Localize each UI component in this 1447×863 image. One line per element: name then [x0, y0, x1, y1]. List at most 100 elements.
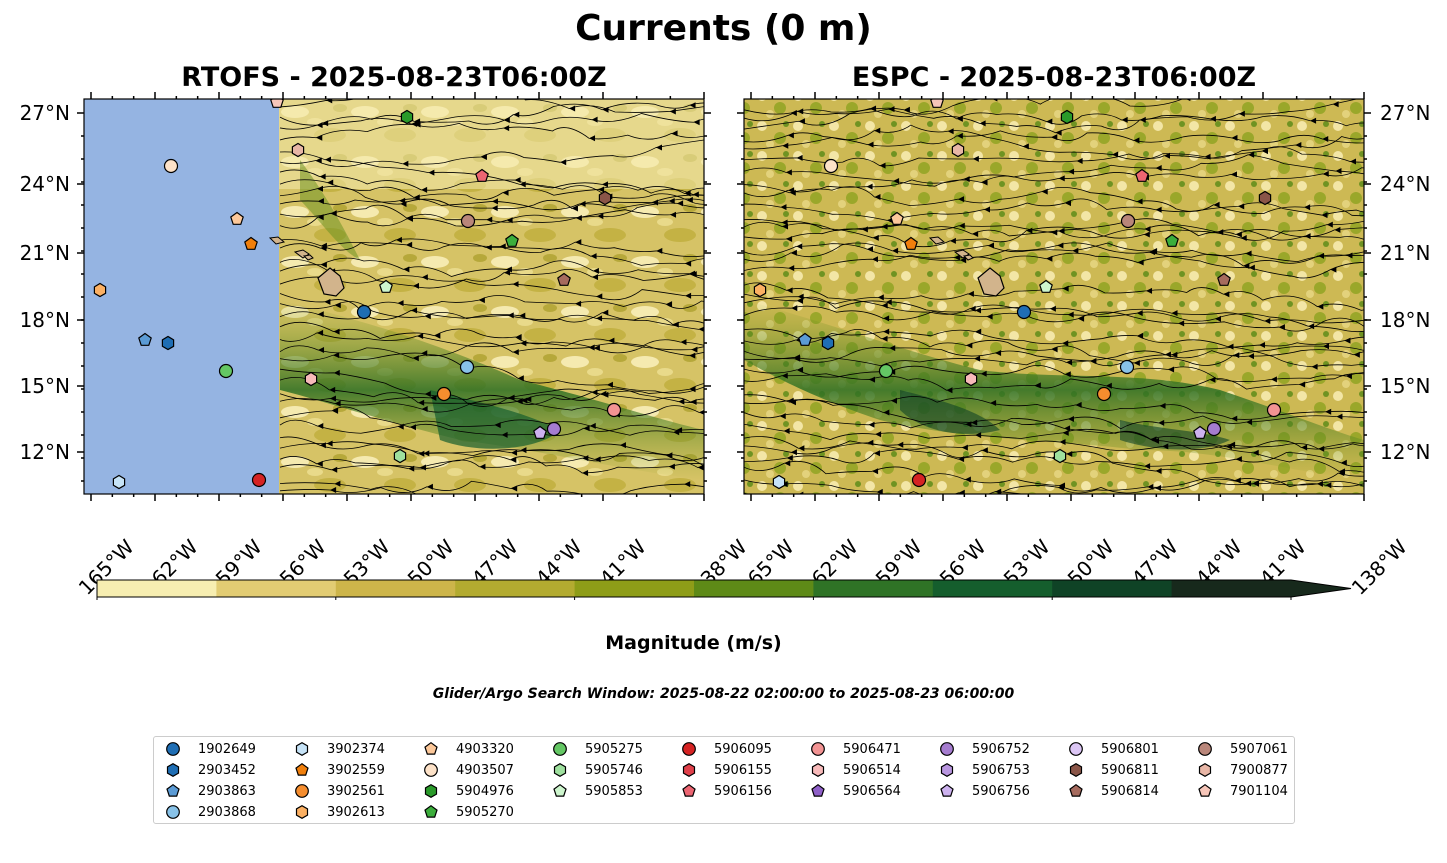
rtofs-panel-title: RTOFS - 2025-08-23T06:00Z [181, 62, 607, 93]
legend-marker [166, 805, 180, 819]
legend-marker [553, 763, 567, 777]
legend-marker-circle-icon [553, 742, 567, 756]
legend-marker [940, 763, 954, 777]
legend-marker [295, 742, 309, 756]
legend-marker [295, 805, 309, 819]
legend-marker [682, 742, 696, 756]
legend-label: 5907061 [1230, 741, 1288, 757]
espc-panel-title: ESPC - 2025-08-23T06:00Z [851, 62, 1257, 93]
legend-item: 5906801 [1067, 739, 1159, 759]
float-marker-3902613 [93, 282, 107, 298]
float-marker-7900877 [291, 142, 305, 158]
legend-marker-hexagon-icon [811, 763, 825, 777]
legend-marker [811, 742, 825, 756]
legend-marker [166, 783, 180, 797]
float-marker-1902649 [1016, 304, 1032, 320]
legend-item: 5906753 [938, 760, 1030, 780]
float-marker-5904976 [1060, 109, 1074, 125]
legend-item: 2903863 [164, 781, 256, 801]
legend-label: 5906752 [972, 741, 1030, 757]
float-marker-5906752 [546, 421, 562, 437]
legend-label: 3902374 [327, 741, 385, 757]
legend-marker-pentagon-icon [424, 804, 438, 818]
legend-item: 3902613 [293, 802, 385, 822]
legend-label: 5905853 [585, 783, 643, 799]
colorbar-segment [1171, 580, 1292, 597]
legend-label: 5906156 [714, 783, 772, 799]
legend-item: 5906811 [1067, 760, 1159, 780]
lat-label-right: 18°N [1380, 308, 1430, 332]
lat-label-right: 15°N [1380, 374, 1430, 398]
legend-label: 2903863 [198, 783, 256, 799]
legend-item: 5906471 [809, 739, 901, 759]
legend-marker [424, 804, 438, 818]
float-marker-3902374 [112, 474, 126, 490]
float-marker-5906095 [251, 472, 267, 488]
float-marker-1902649 [356, 304, 372, 320]
legend-item: 5905746 [551, 760, 643, 780]
legend-label: 5904976 [456, 783, 514, 799]
legend-marker [1069, 783, 1083, 797]
legend-label: 5906095 [714, 741, 772, 757]
float-marker-5906514 [964, 371, 978, 387]
legend-marker [940, 742, 954, 756]
legend-marker-circle-icon [166, 805, 180, 819]
lat-label-right: 12°N [1380, 440, 1430, 464]
float-marker-5907061 [1120, 213, 1136, 229]
float-marker-5905270 [1165, 233, 1179, 247]
float-marker-4903320 [230, 211, 244, 225]
legend-label: 5905746 [585, 762, 643, 778]
legend-item: 1902649 [164, 739, 256, 759]
legend-marker [424, 784, 438, 798]
search-window-text: Glider/Argo Search Window: 2025-08-22 02… [432, 686, 1015, 702]
legend-label: 7900877 [1230, 762, 1288, 778]
float-marker-3902613 [753, 282, 767, 298]
legend-item: 5906514 [809, 760, 901, 780]
legend-marker [1198, 783, 1212, 797]
colorbar-segment [694, 580, 814, 597]
legend-marker [295, 784, 309, 798]
legend-item: 7900877 [1196, 760, 1288, 780]
legend-label: 5905270 [456, 804, 514, 820]
float-marker-5906156 [1135, 168, 1149, 182]
colorbar-segment [932, 580, 1053, 597]
float-marker-2903868 [459, 359, 475, 375]
hawaii-islands-espc [928, 236, 974, 261]
legend-marker-circle-icon [1069, 742, 1083, 756]
legend-item: 5906564 [809, 781, 901, 801]
legend-marker [682, 763, 696, 777]
colorbar-segment [574, 580, 695, 597]
legend-marker-hexagon-icon [1069, 763, 1083, 777]
colorbar-extend-arrow [1291, 580, 1351, 597]
legend-marker-hexagon-icon [940, 763, 954, 777]
float-marker-2903863 [138, 332, 152, 346]
colorbar-segment [335, 580, 456, 597]
float-marker-5905746 [393, 448, 407, 464]
legend-item: 5907061 [1196, 739, 1288, 759]
float-marker-5905275 [878, 363, 894, 379]
legend-label: 5906753 [972, 762, 1030, 778]
colorbar-segment [1052, 580, 1173, 597]
legend-marker-hexagon-icon [553, 763, 567, 777]
legend-marker [1198, 742, 1212, 756]
legend: 1902649 2903452 2903863 2903868 3902374 39025… [153, 736, 1295, 824]
legend-marker-hexagon-icon [166, 763, 180, 777]
legend-marker-pentagon-icon [940, 783, 954, 797]
legend-marker-pentagon-icon [553, 783, 567, 797]
float-marker-5906514 [304, 371, 318, 387]
float-marker-5906756 [533, 425, 547, 439]
legend-item: 5906095 [680, 739, 772, 759]
legend-item: 3902559 [293, 760, 385, 780]
legend-item: 5905275 [551, 739, 643, 759]
float-marker-5905746 [1053, 448, 1067, 464]
hawaii-islands [268, 236, 314, 261]
float-marker-4903507 [823, 158, 839, 174]
legend-marker [424, 741, 438, 755]
lat-label-left: 21°N [20, 241, 70, 265]
legend-marker [295, 762, 309, 776]
float-marker-5906814 [1217, 272, 1231, 286]
lat-label-right: 24°N [1380, 172, 1430, 196]
float-marker-5904976 [400, 109, 414, 125]
legend-label: 7901104 [1230, 783, 1288, 799]
legend-label: 5906471 [843, 741, 901, 757]
